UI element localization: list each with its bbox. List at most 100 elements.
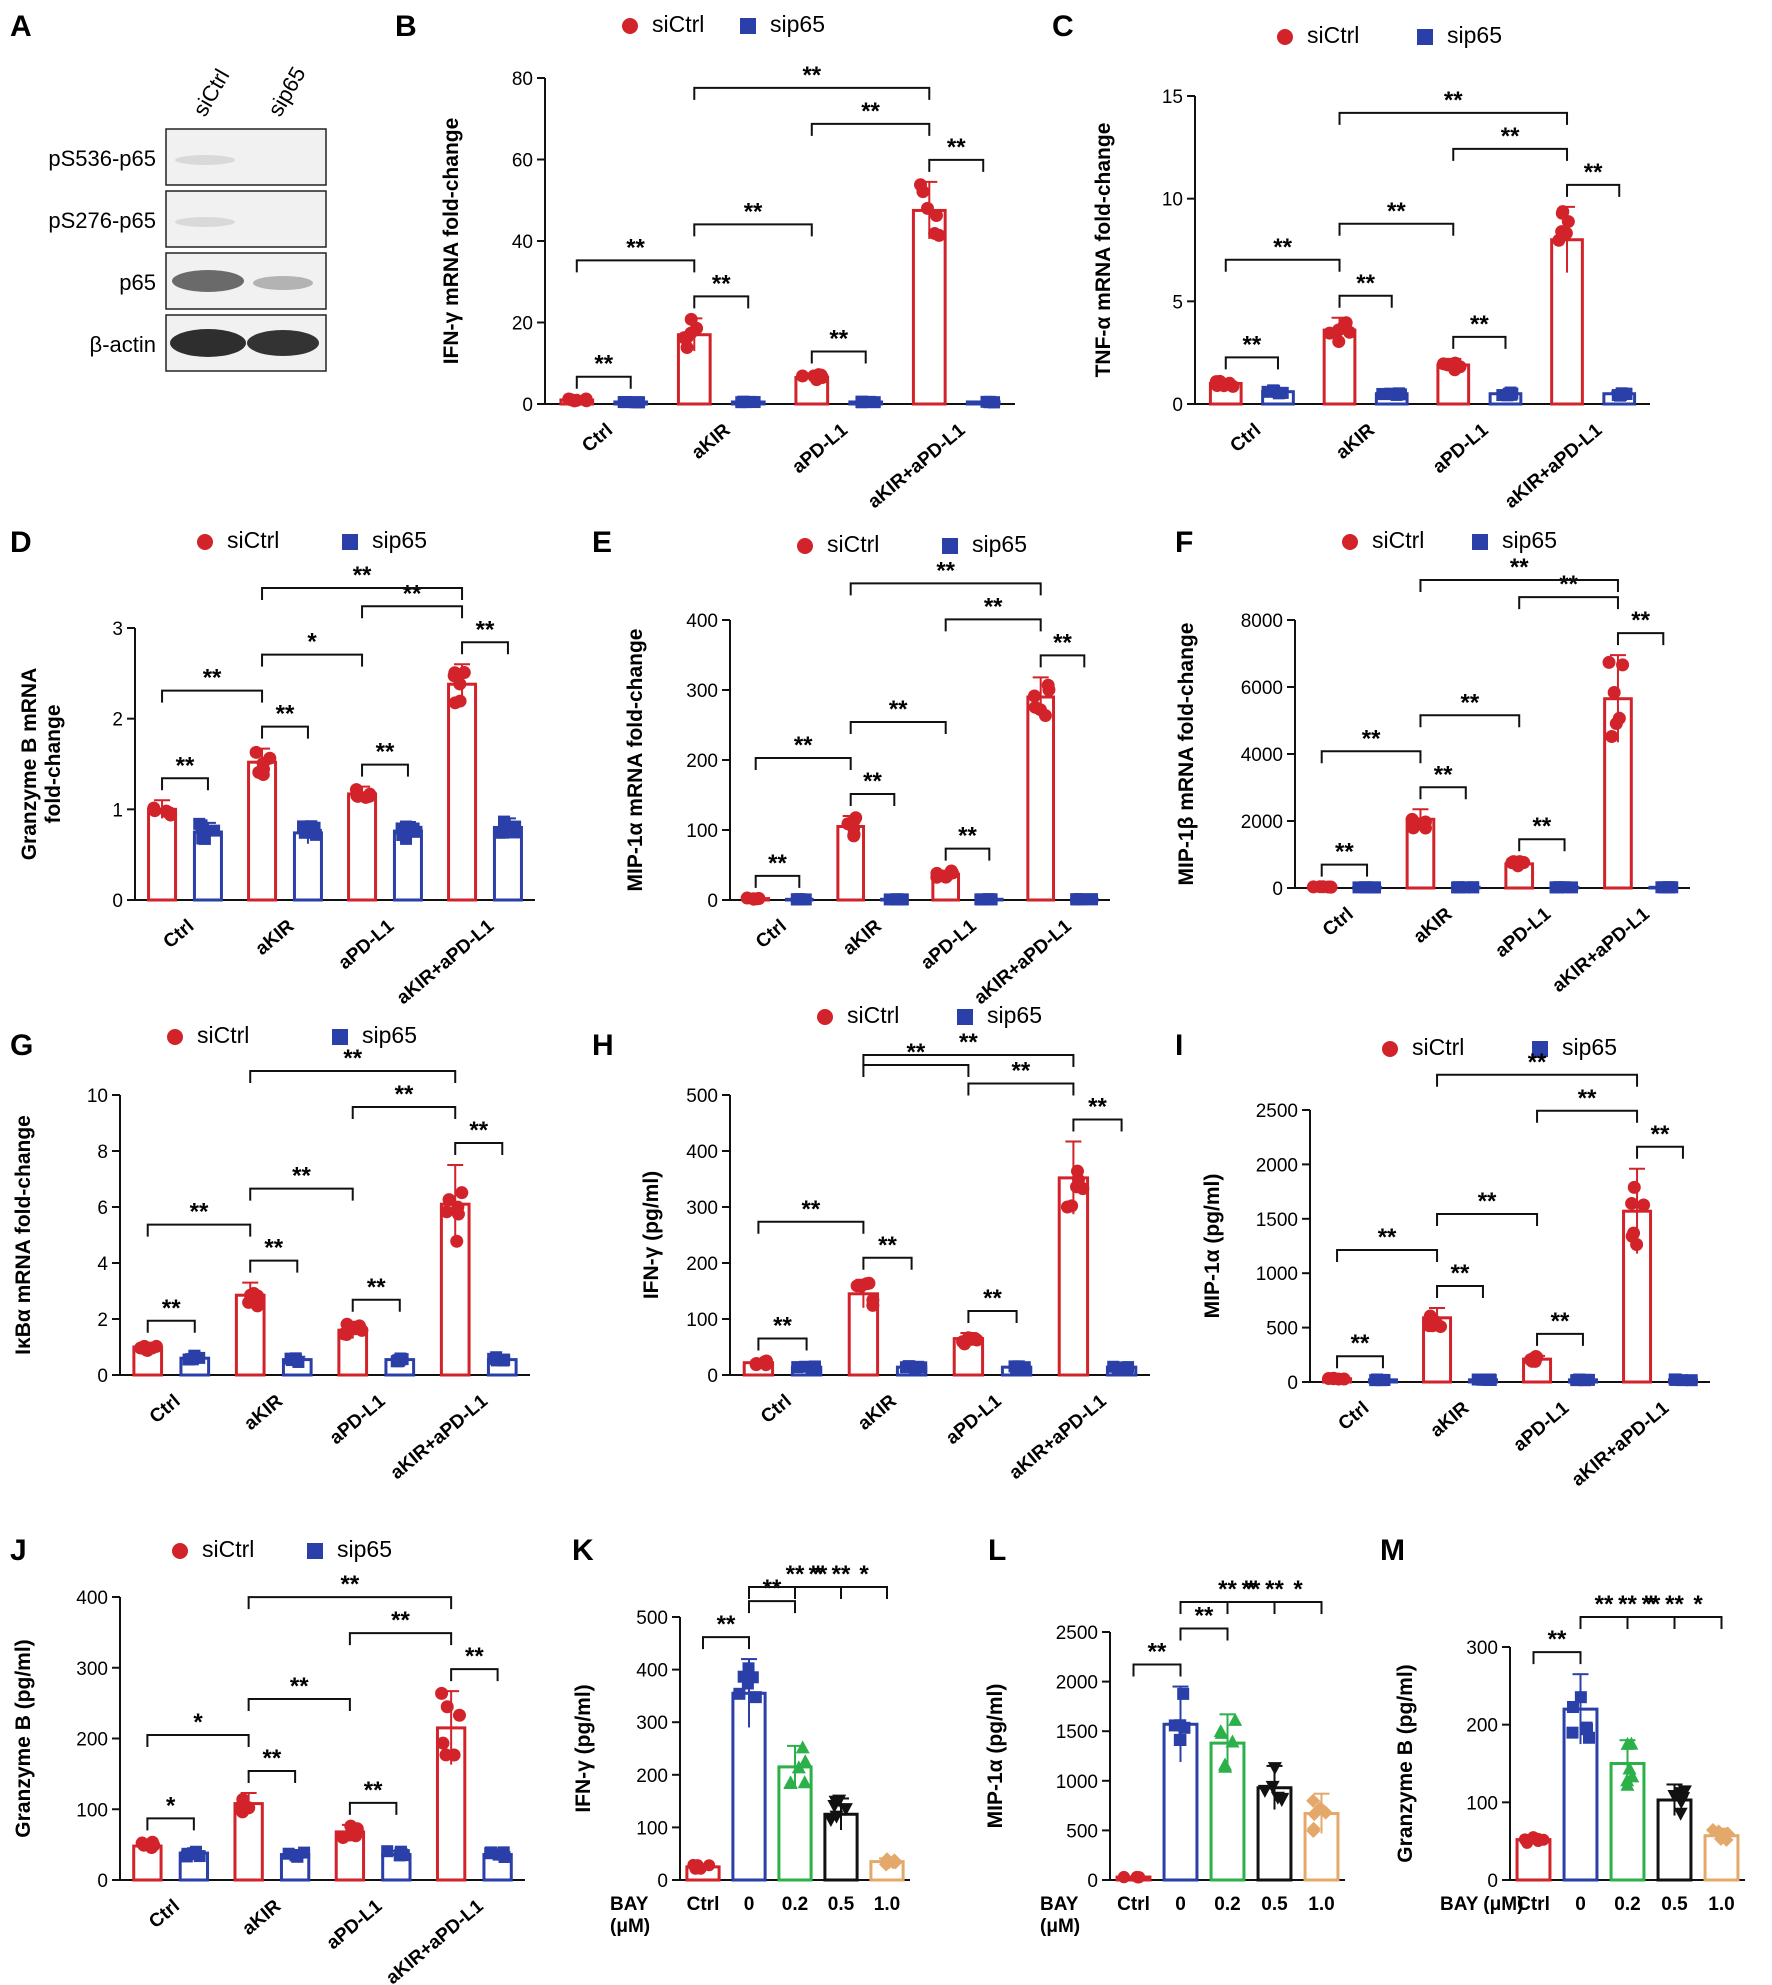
- data-point: [684, 312, 698, 326]
- y-tick-label: 300: [1466, 1638, 1498, 1659]
- x-tick-label: aKIR: [238, 1896, 285, 1940]
- data-point: [984, 893, 997, 906]
- x-tick-label: aKIR: [252, 916, 299, 960]
- significance-label: **: [1362, 725, 1381, 752]
- data-point: [749, 1691, 762, 1704]
- legend-label-sip65: sip65: [337, 1536, 392, 1562]
- bar-siCtrl: [911, 208, 947, 406]
- legend-label-sictrl: siCtrl: [1372, 527, 1424, 553]
- data-point: [1673, 1807, 1688, 1821]
- significance-bracket: [1579, 1616, 1723, 1629]
- data-point: [1511, 859, 1525, 873]
- data-point: [632, 396, 645, 409]
- x-tick-label: 0.2: [1614, 1894, 1640, 1915]
- significance-label: **: [786, 1561, 805, 1588]
- y-tick-label: 0: [657, 1871, 668, 1892]
- data-point: [1561, 215, 1575, 229]
- data-point: [208, 824, 221, 837]
- data-point: [832, 1794, 847, 1808]
- x-tick-label: aPD-L1: [1491, 903, 1555, 961]
- x-tick-label: 0.2: [1214, 1894, 1240, 1915]
- x-tick-label: Ctrl: [757, 1391, 796, 1428]
- y-tick-label: 4: [97, 1254, 108, 1275]
- y-axis-label: MIP-1α (pg/ml): [984, 1684, 1007, 1829]
- significance-label: **: [1584, 159, 1603, 186]
- data-point: [1453, 881, 1466, 894]
- data-point: [1566, 1701, 1579, 1714]
- data-point: [1484, 1373, 1497, 1386]
- x-tick-label: aPD-L1: [788, 419, 852, 477]
- x-tick-label: aKIR: [1427, 1398, 1474, 1442]
- x-tick-label: 1.0: [1708, 1894, 1734, 1915]
- significance-label: **: [1387, 198, 1406, 225]
- y-tick-label: 0: [1087, 1871, 1098, 1892]
- significance-bracket: [1224, 356, 1279, 370]
- chart-panel-e: E 0 100 200 300 400 MIP-1α mRNA fold-change Ctr…: [592, 526, 1110, 1009]
- panel-label: G: [10, 1029, 33, 1062]
- data-point: [1071, 1173, 1085, 1187]
- data-point: [440, 1205, 454, 1219]
- data-point: [145, 1835, 159, 1849]
- y-tick-label: 10: [87, 1086, 108, 1107]
- x-tick-label: 0: [1575, 1894, 1586, 1915]
- significance-bracket: [1179, 1601, 1323, 1614]
- data-point: [841, 817, 855, 831]
- data-point: [497, 826, 510, 839]
- x-tick-label: aPD-L1: [1510, 1397, 1574, 1455]
- data-point: [182, 1353, 195, 1366]
- chart-panel-g: G 0 2 4 6 8 10 IκBα mRNA fold-change Ctrl aKIR aPD…: [10, 1022, 530, 1484]
- chart-panel-c: C 0 5 10 15 TNF-α mRNA fold-change Ctrl aKIR aPD…: [1052, 10, 1650, 513]
- x-tick-label: aKIR+aPD-L1: [1568, 1397, 1674, 1490]
- y-tick-label: 0: [97, 1366, 108, 1387]
- y-tick-label: 1000: [1056, 1772, 1098, 1793]
- significance-bracket: [249, 1259, 299, 1273]
- data-point: [1323, 326, 1337, 340]
- data-point: [795, 369, 809, 383]
- significance-label: *: [813, 1561, 823, 1588]
- data-point: [838, 1803, 853, 1817]
- data-point: [1552, 233, 1566, 247]
- y-axis-label: Granzyme B (pg/ml): [12, 1639, 35, 1837]
- significance-label: **: [1088, 1093, 1107, 1120]
- significance-bracket: [161, 777, 209, 791]
- x-tick-label: 1.0: [1308, 1894, 1334, 1915]
- blot-band: [175, 217, 235, 227]
- data-point: [1625, 1196, 1639, 1210]
- y-tick-label: 0: [97, 1871, 108, 1892]
- blot-row-label-actin: β-actin: [90, 332, 156, 357]
- significance-label: **: [717, 1611, 736, 1638]
- significance-bracket: [754, 757, 852, 770]
- significance-bracket: [1320, 863, 1369, 877]
- significance-bracket: [693, 86, 931, 100]
- data-point: [691, 1859, 704, 1872]
- data-point: [451, 1207, 465, 1221]
- chart-panel-j: J 0 100 200 300 400 Granzyme B (pg/ml) Ctrl aKIR…: [10, 1534, 525, 1985]
- legend-label-sictrl: siCtrl: [227, 527, 279, 553]
- significance-bracket: [1532, 1651, 1582, 1665]
- data-point: [1027, 689, 1041, 703]
- data-point: [815, 370, 829, 384]
- y-tick-label: 0: [707, 891, 718, 912]
- data-point: [847, 829, 861, 843]
- significance-bracket: [748, 1600, 796, 1614]
- x-axis-title: BAY: [1040, 1894, 1079, 1915]
- significance-label: **: [476, 616, 495, 643]
- x-tick-label: Ctrl: [1319, 904, 1358, 941]
- data-point: [1637, 1198, 1651, 1212]
- bar-siCtrl: [1026, 695, 1056, 902]
- significance-label: *: [859, 1561, 869, 1588]
- y-tick-label: 40: [512, 232, 533, 253]
- legend-label-sip65: sip65: [770, 11, 825, 37]
- chart-panel-m: M 0 100 200 300 Granzyme B (pg/ml) Ctrl 0 0.2 0.5…: [1380, 1534, 1745, 1915]
- x-tick-label: aPD-L1: [326, 1390, 390, 1448]
- significance-bracket: [693, 223, 813, 237]
- data-point: [1620, 1773, 1635, 1787]
- significance-label: **: [1012, 1057, 1031, 1084]
- legend-marker-sip65: [342, 534, 358, 550]
- significance-bracket: [849, 582, 1042, 596]
- blot-band: [175, 155, 235, 165]
- data-point: [866, 1298, 880, 1312]
- significance-label: **: [1243, 331, 1262, 358]
- significance-label: **: [626, 234, 645, 261]
